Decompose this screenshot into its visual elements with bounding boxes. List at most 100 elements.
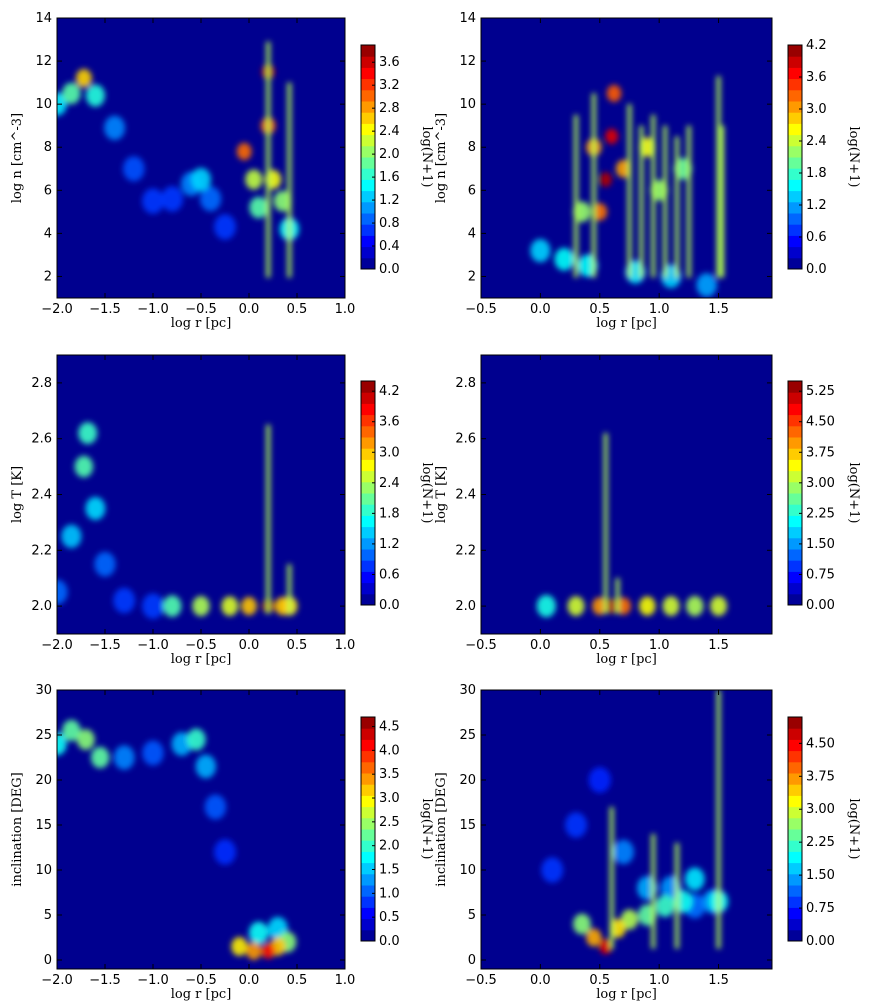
heatmap-cell xyxy=(246,942,262,960)
colorbar-segment xyxy=(788,448,802,460)
colorbar-segment xyxy=(361,224,375,236)
colorbar-segment xyxy=(361,403,375,416)
colorbar-segment xyxy=(361,67,375,80)
colorbar-segment xyxy=(788,67,802,80)
x-tick-label: −1.0 xyxy=(137,973,169,988)
colorbar-segment xyxy=(361,459,375,472)
colorbar-tick-label: 0.00 xyxy=(806,598,835,613)
y-tick-label: 5 xyxy=(468,908,476,923)
heatmap-cell xyxy=(214,839,236,865)
x-tick-label: 0.5 xyxy=(287,302,308,317)
heatmap-background xyxy=(57,355,345,634)
colorbar-segment xyxy=(788,392,802,404)
heatmap-spike xyxy=(663,125,668,278)
y-tick-label: 15 xyxy=(459,818,476,833)
heatmap-cell xyxy=(57,732,67,756)
x-tick-label: 0.5 xyxy=(589,973,610,988)
y-tick-label: 2.0 xyxy=(31,599,52,614)
colorbar-segment xyxy=(361,750,375,763)
x-tick-label: −0.5 xyxy=(185,973,217,988)
heatmap-cell xyxy=(261,942,276,960)
heatmap-cell xyxy=(592,597,608,616)
colorbar-segment xyxy=(361,862,375,875)
heatmap-marks xyxy=(530,76,725,298)
heatmap-spike xyxy=(686,125,691,278)
colorbar-segment xyxy=(361,728,375,740)
heatmap-cell xyxy=(192,595,210,617)
y-tick-label: 10 xyxy=(35,97,52,112)
colorbar-segment xyxy=(361,571,375,584)
colorbar-segment xyxy=(361,829,375,841)
heatmap-spike xyxy=(716,690,721,949)
colorbar-tick-label: 0.0 xyxy=(806,262,827,277)
colorbar-label: log(N+1) xyxy=(846,127,861,188)
colorbar-segment xyxy=(788,728,802,740)
y-tick-label: 5 xyxy=(44,908,52,923)
heatmap-marks xyxy=(57,719,297,960)
colorbar-tick-label: 2.4 xyxy=(806,134,827,149)
heatmap-marks xyxy=(57,41,300,278)
x-tick-label: −1.5 xyxy=(89,302,121,317)
colorbar-tick-label: 3.0 xyxy=(806,102,827,117)
colorbar-tick-label: 4.50 xyxy=(806,736,835,751)
colorbar-tick-label: 2.25 xyxy=(806,506,835,521)
colorbar-segment xyxy=(361,929,375,942)
heatmap-cell xyxy=(616,597,631,615)
x-axis-label: log r [pc] xyxy=(596,652,657,667)
colorbar-segment xyxy=(788,851,802,864)
colorbar-label: log(N+1) xyxy=(846,463,861,524)
x-tick-label: 1.0 xyxy=(335,973,356,988)
heatmap-cell xyxy=(599,938,613,955)
x-tick-label: 0.0 xyxy=(530,973,551,988)
y-tick-label: 12 xyxy=(35,54,52,69)
colorbar-segment xyxy=(361,414,375,427)
colorbar-segment xyxy=(361,795,375,808)
x-tick-label: 0.0 xyxy=(239,638,260,653)
heatmap-cell xyxy=(605,128,619,145)
colorbar-tick-label: 2.5 xyxy=(379,815,400,830)
heatmap-cell xyxy=(91,746,110,769)
colorbar-segment xyxy=(788,78,802,91)
y-axis-label: log n [cm^-3] xyxy=(10,113,25,203)
colorbar-segment xyxy=(788,817,802,830)
x-tick-label: −1.0 xyxy=(137,302,169,317)
heatmap-spike xyxy=(591,93,596,278)
heatmap-spike xyxy=(574,114,579,278)
heatmap-spike xyxy=(266,424,271,614)
colorbar-segment xyxy=(361,504,375,516)
heatmap-cell xyxy=(78,422,98,445)
colorbar-tick-label: 3.0 xyxy=(379,445,400,460)
colorbar-segment xyxy=(361,493,375,505)
x-tick-label: 1.5 xyxy=(708,973,729,988)
colorbar-tick-label: 0.75 xyxy=(806,567,835,582)
colorbar-segment xyxy=(361,470,375,483)
colorbar-segment xyxy=(788,213,802,225)
x-tick-label: 1.0 xyxy=(335,638,356,653)
colorbar-segment xyxy=(788,929,802,942)
colorbar-segment xyxy=(361,56,375,68)
heatmap-cell xyxy=(236,142,252,161)
heatmap-cell xyxy=(62,82,81,105)
colorbar-tick-label: 1.8 xyxy=(806,166,827,181)
x-axis-label: log r [pc] xyxy=(596,316,657,331)
colorbar-frame xyxy=(787,44,803,270)
colorbar-segment xyxy=(361,526,375,539)
colorbar-segment xyxy=(361,89,375,102)
y-tick-label: 12 xyxy=(459,54,476,69)
colorbar-segment xyxy=(361,168,375,180)
x-axis-label: log r [pc] xyxy=(596,987,657,1002)
heatmap-cell xyxy=(199,186,222,212)
colorbar-segment xyxy=(788,470,802,483)
colorbar-segment xyxy=(361,213,375,225)
y-tick-label: 8 xyxy=(468,140,476,155)
heatmap-cell xyxy=(273,190,292,212)
colorbar-tick-label: 0.6 xyxy=(379,567,400,582)
y-tick-label: 30 xyxy=(35,683,52,698)
heatmap-cell xyxy=(241,596,257,616)
colorbar-segment xyxy=(788,717,802,729)
colorbar-segment xyxy=(788,157,802,169)
x-axis-label: log r [pc] xyxy=(171,316,232,331)
x-tick-label: −0.5 xyxy=(465,302,497,317)
colorbar-segment xyxy=(361,873,375,886)
y-tick-label: 2.6 xyxy=(455,432,476,447)
